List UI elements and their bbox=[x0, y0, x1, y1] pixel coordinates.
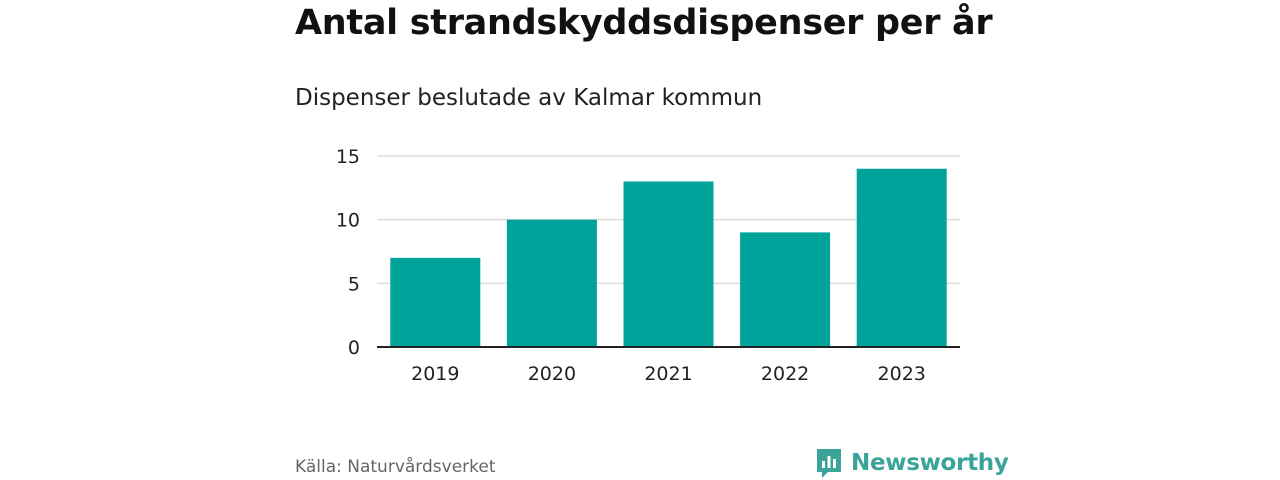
x-tick-label: 2020 bbox=[528, 363, 576, 385]
x-tick-label: 2023 bbox=[878, 363, 926, 385]
logo-text: Newsworthy bbox=[851, 450, 1009, 476]
bars bbox=[390, 168, 947, 347]
bar-2021[interactable] bbox=[623, 181, 714, 347]
x-axis-ticks: 2019 2020 2021 2022 2023 bbox=[411, 363, 926, 385]
bar-2022[interactable] bbox=[740, 232, 831, 347]
y-tick-label: 10 bbox=[336, 210, 360, 232]
y-tick-label: 0 bbox=[348, 337, 360, 359]
newsworthy-logo-icon bbox=[817, 449, 841, 478]
bar-2020[interactable] bbox=[506, 219, 597, 347]
source-note: Källa: Naturvårdsverket bbox=[295, 457, 496, 477]
x-tick-label: 2022 bbox=[761, 363, 809, 385]
x-tick-label: 2021 bbox=[644, 363, 692, 385]
y-axis-ticks: 0 5 10 15 bbox=[336, 146, 360, 359]
y-tick-label: 15 bbox=[336, 146, 360, 168]
chart-subtitle: Dispenser beslutade av Kalmar kommun bbox=[295, 85, 763, 111]
x-tick-label: 2019 bbox=[411, 363, 459, 385]
y-tick-label: 5 bbox=[348, 273, 360, 295]
bar-2023[interactable] bbox=[856, 168, 947, 347]
bar-2019[interactable] bbox=[390, 257, 481, 347]
chart-title: Antal strandskyddsdispenser per år bbox=[295, 3, 993, 43]
newsworthy-logo[interactable]: Newsworthy bbox=[815, 447, 1009, 479]
